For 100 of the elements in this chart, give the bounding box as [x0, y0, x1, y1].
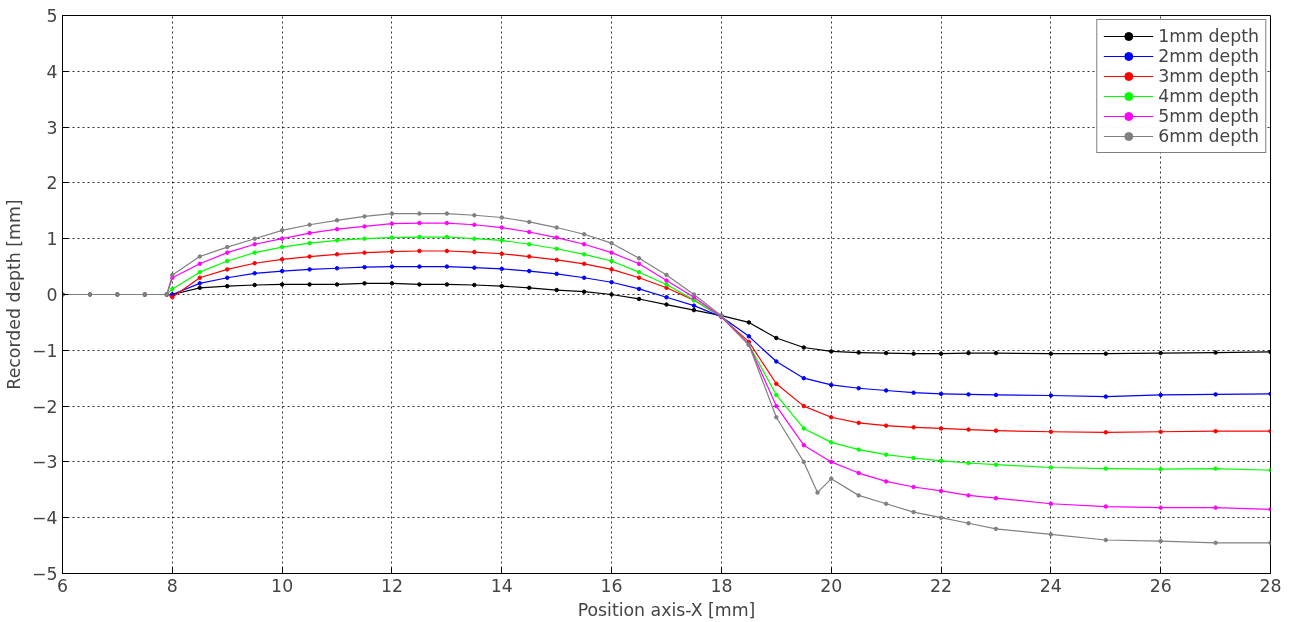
point: [307, 222, 312, 227]
point: [664, 272, 669, 278]
point: [389, 264, 395, 269]
x-tick-label: 12: [380, 575, 403, 596]
point: [1213, 392, 1218, 397]
point: [911, 509, 916, 515]
point: [444, 282, 450, 287]
point: [856, 386, 861, 391]
point: [581, 231, 587, 237]
point: [307, 254, 312, 259]
point: [815, 490, 820, 495]
x-tick-label: 14: [490, 575, 513, 596]
point: [197, 275, 203, 281]
point: [911, 455, 916, 461]
point: [334, 266, 340, 271]
point: [856, 493, 861, 498]
point: [197, 281, 203, 286]
point: [581, 261, 587, 267]
x-tick-label: 24: [1039, 575, 1062, 596]
point: [1213, 428, 1218, 434]
point: [252, 271, 257, 276]
point: [307, 267, 312, 272]
point: [609, 258, 614, 264]
point: [444, 264, 450, 269]
point: [774, 392, 779, 398]
point: [1158, 538, 1163, 544]
legend-label: 1mm depth: [1158, 26, 1259, 46]
point: [1103, 351, 1109, 356]
point: [197, 269, 203, 275]
point: [389, 221, 395, 226]
point: [334, 282, 340, 287]
y-tick-label: −3: [31, 452, 58, 473]
point: [252, 236, 257, 241]
point: [472, 265, 477, 270]
point: [828, 476, 834, 481]
point: [938, 488, 944, 494]
point: [252, 261, 257, 266]
point: [307, 230, 312, 236]
y-tick-label: 2: [46, 173, 58, 194]
point: [279, 282, 285, 287]
point: [609, 292, 614, 297]
point: [362, 281, 367, 286]
y-tick-label: −5: [31, 564, 58, 584]
point: [1048, 393, 1054, 398]
point: [774, 415, 779, 420]
point: [417, 220, 422, 226]
x-tick-label: 16: [600, 575, 623, 596]
point: [828, 382, 834, 388]
point: [417, 264, 422, 269]
point: [883, 479, 889, 484]
point: [334, 226, 340, 232]
point: [966, 493, 971, 498]
point: [499, 266, 505, 272]
point: [362, 224, 367, 229]
point: [774, 381, 779, 387]
point: [224, 283, 230, 289]
point: [1048, 429, 1054, 435]
point: [1213, 540, 1218, 546]
point: [911, 351, 916, 356]
point: [252, 282, 257, 288]
point: [581, 242, 587, 247]
point: [993, 392, 999, 398]
point: [636, 296, 642, 302]
point: [526, 268, 532, 274]
point: [417, 282, 422, 287]
point: [911, 390, 916, 395]
point: [334, 252, 340, 257]
point: [389, 281, 395, 286]
point: [417, 248, 422, 254]
point: [1158, 505, 1163, 510]
legend-label: 5mm depth: [1158, 106, 1259, 126]
point: [938, 351, 944, 356]
point: [472, 236, 477, 241]
point: [801, 403, 807, 409]
point: [224, 275, 230, 281]
point: [499, 238, 505, 243]
point: [252, 250, 257, 255]
point: [1103, 466, 1109, 471]
point: [554, 271, 559, 277]
point: [472, 213, 477, 218]
point: [362, 264, 367, 270]
point: [224, 244, 230, 250]
point: [526, 254, 532, 259]
point: [801, 375, 807, 381]
legend-label: 6mm depth: [1158, 126, 1259, 146]
point: [1158, 392, 1163, 398]
legend-label: 4mm depth: [1158, 86, 1259, 106]
point: [197, 285, 203, 291]
point: [197, 254, 203, 259]
point: [993, 495, 999, 501]
point: [1048, 532, 1054, 537]
point: [856, 420, 861, 426]
point: [746, 334, 752, 339]
point: [307, 282, 312, 287]
point: [883, 501, 889, 506]
point: [664, 278, 669, 283]
point: [636, 261, 642, 267]
y-tick-label: 5: [46, 6, 58, 26]
point: [774, 359, 779, 364]
legend-label: 2mm depth: [1158, 46, 1259, 66]
